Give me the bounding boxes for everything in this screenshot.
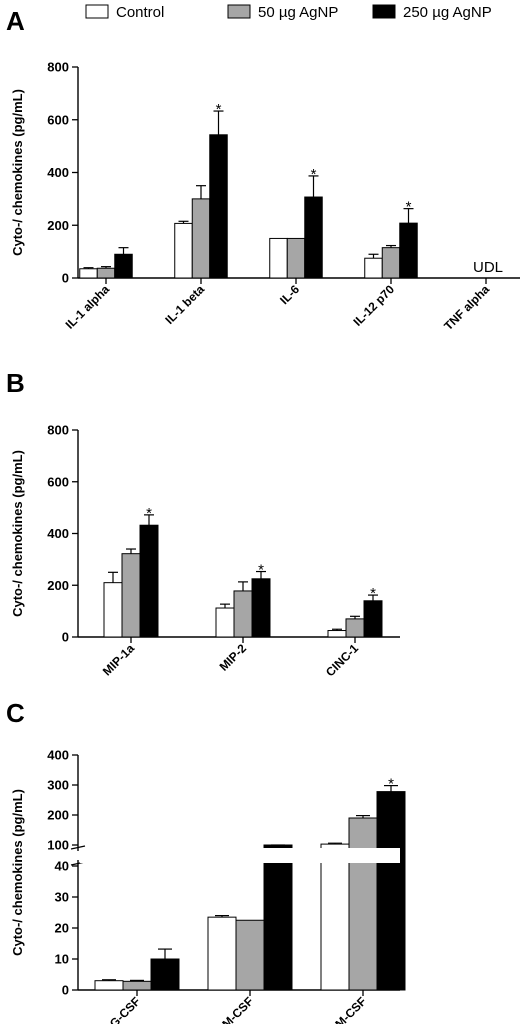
bar-il-1-alpha-control <box>79 268 98 279</box>
panel-a-label: A <box>6 6 25 36</box>
y-tick-label-200: 200 <box>47 578 69 593</box>
y-tick-label-10: 10 <box>55 952 69 967</box>
significance-cinc-1-250-g-agnp: * <box>370 585 376 602</box>
bar-il-12-p70-control <box>364 257 383 279</box>
bar-mip-2-control <box>215 607 235 638</box>
category-label-cinc-1: CINC-1 <box>323 641 361 679</box>
axis-break-mark-upper <box>70 845 86 850</box>
bar-il-1-beta-control <box>174 222 193 279</box>
bar-mip-2-250-g-agnp <box>251 578 271 638</box>
y-axis-label: Cyto-/ chemokines (pg/mL) <box>10 450 25 617</box>
bar-mip-1a-50-g-agnp <box>121 553 141 638</box>
legend-label-control: Control <box>116 4 164 21</box>
legend-swatch-250-g-agnp <box>372 4 396 19</box>
panel-b-chart: 0 200 400 600 800 Cyto-/ chemokines (pg/mL) MI… <box>10 423 400 679</box>
bar-cinc-1-control <box>327 630 347 638</box>
legend-label-250-g-agnp: 250 µg AgNP <box>403 4 492 21</box>
annotation-udl: UDL <box>473 259 503 276</box>
y-tick-label-800: 800 <box>47 423 69 438</box>
y-tick-label-20: 20 <box>55 921 69 936</box>
legend-label-50-g-agnp: 50 µg AgNP <box>258 4 338 21</box>
bar-il-1-alpha-250-g-agnp <box>114 253 133 279</box>
significance-il-6-250-g-agnp: * <box>311 166 317 183</box>
significance-il-1-beta-250-g-agnp: * <box>216 101 222 118</box>
y-tick-label-40: 40 <box>55 859 69 874</box>
bar-m-csf-250-g-agnp <box>376 791 406 991</box>
bar-gm-csf-50-g-agnp <box>235 919 265 991</box>
panel-b-label: B <box>6 368 25 398</box>
bar-m-csf-control <box>320 843 350 991</box>
bar-il-6-250-g-agnp <box>304 196 323 279</box>
y-tick-label-0: 0 <box>62 271 69 286</box>
bar-cinc-1-50-g-agnp <box>345 618 365 638</box>
bar-gm-csf-250-g-agnp <box>263 844 293 991</box>
bar-g-csf-250-g-agnp <box>150 958 180 991</box>
panel-c-label: C <box>6 698 25 728</box>
category-label-gm-csf: GM-CSF <box>213 994 256 1024</box>
bar-mip-1a-250-g-agnp <box>139 524 159 638</box>
y-tick-label-200: 200 <box>47 218 69 233</box>
significance-mip-1a-250-g-agnp: * <box>146 505 152 522</box>
y-tick-label-0: 0 <box>62 983 69 998</box>
y-axis-label: Cyto-/ chemokines (pg/mL) <box>10 89 25 256</box>
y-tick-label-600: 600 <box>47 474 69 489</box>
axis-break-gap <box>80 848 400 863</box>
bar-g-csf-control <box>94 980 124 991</box>
bar-g-csf-50-g-agnp <box>122 980 152 991</box>
bar-m-csf-50-g-agnp <box>348 817 378 991</box>
legend-swatch-control <box>85 4 109 19</box>
category-label-mip-2: MIP-2 <box>217 641 250 674</box>
category-label-il-6: IL-6 <box>277 282 302 307</box>
y-axis-label: Cyto-/ chemokines (pg/mL) <box>10 789 25 956</box>
bar-il-1-beta-250-g-agnp <box>209 134 228 279</box>
significance-m-csf-250-g-agnp: * <box>388 776 394 793</box>
bar-il-6-control <box>269 237 288 279</box>
bar-il-12-p70-50-g-agnp <box>381 247 401 279</box>
bar-il-6-50-g-agnp <box>286 237 306 279</box>
category-label-m-csf: M-CSF <box>332 994 369 1024</box>
y-tick-label-600: 600 <box>47 112 69 127</box>
panel-c-chart: 0 10 20 30 40 100 200 300 400 Cyto-/ chemokines (… <box>10 748 406 1024</box>
y-tick-label-800: 800 <box>47 60 69 75</box>
y-tick-label-400: 400 <box>47 165 69 180</box>
y-tick-label-30: 30 <box>55 890 69 905</box>
y-tick-label-400: 400 <box>47 748 69 763</box>
category-label-mip-1a: MIP-1a <box>100 641 137 678</box>
category-label-il-1-alpha: IL-1 alpha <box>63 282 113 332</box>
legend-swatch-50-g-agnp <box>227 4 251 19</box>
category-label-tnf-alpha: TNF alpha <box>441 282 492 333</box>
category-label-il-1-beta: IL-1 beta <box>162 282 207 327</box>
y-tick-label-0: 0 <box>62 630 69 645</box>
bar-il-1-alpha-50-g-agnp <box>96 267 116 279</box>
bar-mip-1a-control <box>103 582 123 638</box>
bar-gm-csf-control <box>207 916 237 991</box>
significance-mip-2-250-g-agnp: * <box>258 562 264 579</box>
bar-il-12-p70-250-g-agnp <box>399 222 418 279</box>
category-label-g-csf: G-CSF <box>107 994 143 1024</box>
y-tick-label-300: 300 <box>47 778 69 793</box>
bar-il-1-beta-50-g-agnp <box>191 198 211 279</box>
panel-a-chart: 0 200 400 600 800 Cyto-/ chemokines (pg/mL) IL… <box>10 60 520 333</box>
y-tick-label-400: 400 <box>47 526 69 541</box>
bar-mip-2-50-g-agnp <box>233 590 253 638</box>
y-tick-label-200: 200 <box>47 808 69 823</box>
significance-il-12-p70-250-g-agnp: * <box>406 199 412 216</box>
category-label-il-12-p70: IL-12 p70 <box>350 282 397 329</box>
legend: Control 50 µg AgNP 250 µg AgNP <box>85 4 492 21</box>
y-tick-label-100: 100 <box>47 838 69 853</box>
bar-cinc-1-250-g-agnp <box>363 600 383 638</box>
